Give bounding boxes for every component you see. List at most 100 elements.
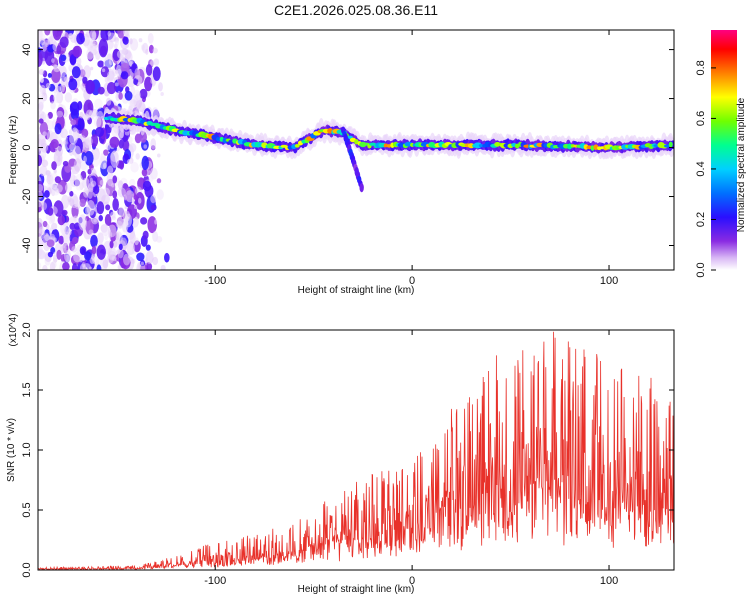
noise-cell	[45, 232, 49, 237]
noise-cell	[101, 68, 106, 73]
noise-cell	[105, 142, 111, 151]
noise-cell	[155, 236, 163, 243]
spectrogram-y-tick-label: 40	[21, 43, 33, 55]
noise-cell	[38, 200, 42, 208]
noise-cell	[38, 118, 44, 124]
noise-cell	[42, 220, 48, 228]
noise-cell	[145, 250, 154, 265]
noise-cell	[128, 136, 133, 144]
noise-cell	[124, 130, 130, 136]
spectrogram-ticks: -100 0 100 -40 -20 0 20 40	[21, 30, 674, 287]
noise-cell	[51, 58, 55, 63]
noise-cell	[128, 143, 137, 153]
noise-cell	[124, 90, 133, 101]
noise-cell	[126, 241, 136, 255]
spectrogram-x-tick-label: -100	[204, 275, 226, 287]
noise-cell	[124, 213, 132, 228]
noise-cell	[108, 58, 114, 66]
snr-x-tick-label: 0	[409, 575, 415, 587]
noise-cell	[69, 54, 77, 66]
noise-cell	[122, 30, 130, 37]
noise-cell	[97, 60, 105, 68]
noise-cell	[48, 216, 53, 225]
noise-cell	[63, 109, 68, 118]
noise-cell	[112, 175, 118, 184]
noise-cell	[138, 38, 143, 43]
noise-cell	[63, 231, 71, 246]
noise-cell	[38, 183, 44, 193]
spectrogram-frame	[37, 29, 675, 271]
noise-cell	[38, 190, 43, 200]
noise-cell	[160, 91, 164, 97]
noise-cell	[96, 201, 105, 215]
noise-cell	[59, 128, 68, 139]
noise-cell	[68, 32, 74, 39]
noise-cell	[39, 228, 44, 235]
noise-cell	[63, 250, 72, 262]
noise-cell	[98, 214, 103, 222]
noise-cell	[156, 178, 162, 184]
noise-cell	[64, 183, 72, 193]
noise-cell	[60, 54, 67, 62]
noise-cell	[61, 194, 70, 209]
noise-cell	[68, 198, 75, 207]
noise-cell	[38, 262, 42, 270]
noise-cell	[154, 219, 158, 225]
noise-cell	[55, 85, 62, 93]
noise-cell	[82, 177, 90, 190]
noise-cell	[150, 78, 154, 84]
noise-cell	[157, 153, 161, 158]
noise-cell	[104, 56, 109, 61]
noise-cell	[90, 234, 98, 248]
noise-cell	[71, 246, 77, 253]
colorbar-gradient	[711, 30, 737, 270]
noise-cell	[95, 126, 105, 138]
snr-ticks: -100 0 100 0.0 0.5 1.0 1.5 2.0	[21, 322, 674, 587]
ridge-hot-cell	[294, 144, 300, 148]
ridge-hot-cell	[567, 143, 573, 150]
noise-cell	[125, 190, 135, 203]
noise-cell	[137, 81, 141, 87]
noise-cell	[101, 194, 111, 205]
noise-cell	[73, 252, 82, 263]
colorbar-tick-label: 0.6	[695, 111, 707, 126]
noise-cell	[148, 174, 154, 183]
noise-cell	[97, 232, 104, 244]
noise-cell	[147, 216, 157, 234]
noise-cell	[133, 195, 138, 201]
noise-cell	[107, 224, 117, 238]
noise-cell	[54, 176, 62, 184]
ridge-hot-cell	[387, 144, 392, 148]
noise-cell	[142, 180, 152, 192]
noise-cell	[109, 240, 114, 249]
figure-title: C2E1.2026.025.08.36.E11	[274, 2, 438, 18]
noise-cell	[38, 51, 43, 67]
noise-cell	[111, 255, 117, 262]
spectrogram-y-tick-label: 0	[21, 144, 33, 150]
noise-cell	[141, 155, 149, 171]
noise-cell	[59, 84, 66, 93]
noise-cell	[77, 100, 83, 111]
noise-cell	[135, 153, 140, 160]
noise-cell	[86, 47, 94, 60]
noise-cell	[105, 97, 112, 106]
noise-cell	[119, 131, 124, 139]
noise-cell	[145, 48, 149, 55]
noise-cell	[94, 98, 103, 110]
spectrogram-x-label: Height of straight line (km)	[298, 285, 415, 296]
noise-cell	[126, 158, 133, 165]
noise-cell	[41, 159, 49, 168]
noise-cell	[42, 131, 47, 137]
noise-cell	[64, 92, 73, 103]
noise-cell	[131, 216, 139, 226]
noise-cell	[117, 30, 125, 39]
spectrogram-y-tick-label: 20	[21, 92, 33, 104]
noise-cell	[77, 117, 85, 131]
noise-cell	[152, 256, 159, 266]
noise-cell	[51, 161, 57, 171]
noise-cell	[86, 199, 96, 216]
noise-cell	[150, 138, 157, 150]
noise-cell	[98, 38, 109, 58]
noise-cell	[87, 187, 94, 200]
